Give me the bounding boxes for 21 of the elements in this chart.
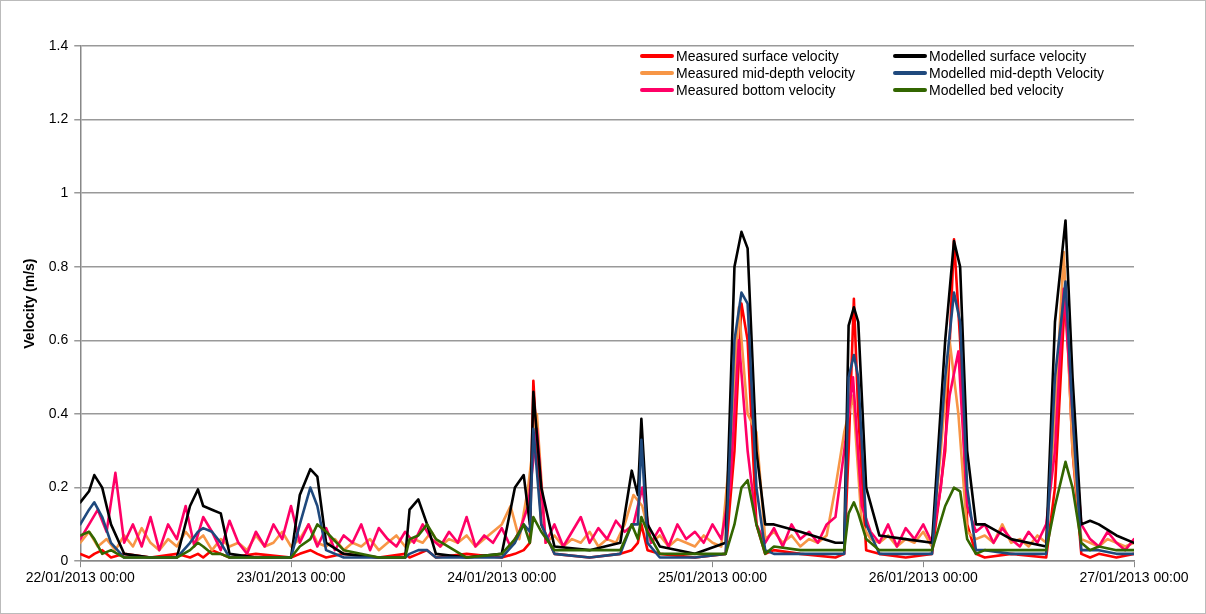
x-tick-label: 23/01/2013 00:00 — [236, 569, 346, 586]
x-tick-label: 27/01/2013 00:00 — [1079, 569, 1189, 586]
y-tick-label: 0.6 — [48, 331, 69, 348]
y-tick-label: 0.8 — [48, 257, 69, 274]
x-tick-label: 26/01/2013 00:00 — [868, 569, 978, 586]
y-axis-title: Velocity (m/s) — [21, 258, 38, 349]
y-tick-label: 0.4 — [48, 404, 69, 421]
legend-label: Modelled bed velocity — [928, 82, 1064, 98]
y-tick-label: 1 — [60, 184, 69, 201]
legend-label: Modelled surface velocity — [928, 48, 1087, 64]
x-tick-label: 25/01/2013 00:00 — [658, 569, 768, 586]
y-tick-label: 1.4 — [48, 36, 69, 53]
x-tick-label: 22/01/2013 00:00 — [25, 569, 135, 586]
y-tick-label: 0 — [60, 552, 69, 569]
legend-label: Measured mid-depth velocity — [676, 65, 855, 81]
legend-label: Measured bottom velocity — [676, 82, 836, 98]
legend-label: Measured surface velocity — [676, 48, 839, 64]
legend-label: Modelled mid-depth Velocity — [928, 65, 1105, 81]
x-tick-label: 24/01/2013 00:00 — [447, 569, 557, 586]
y-tick-label: 1.2 — [48, 110, 69, 127]
y-tick-label: 0.2 — [48, 478, 69, 495]
